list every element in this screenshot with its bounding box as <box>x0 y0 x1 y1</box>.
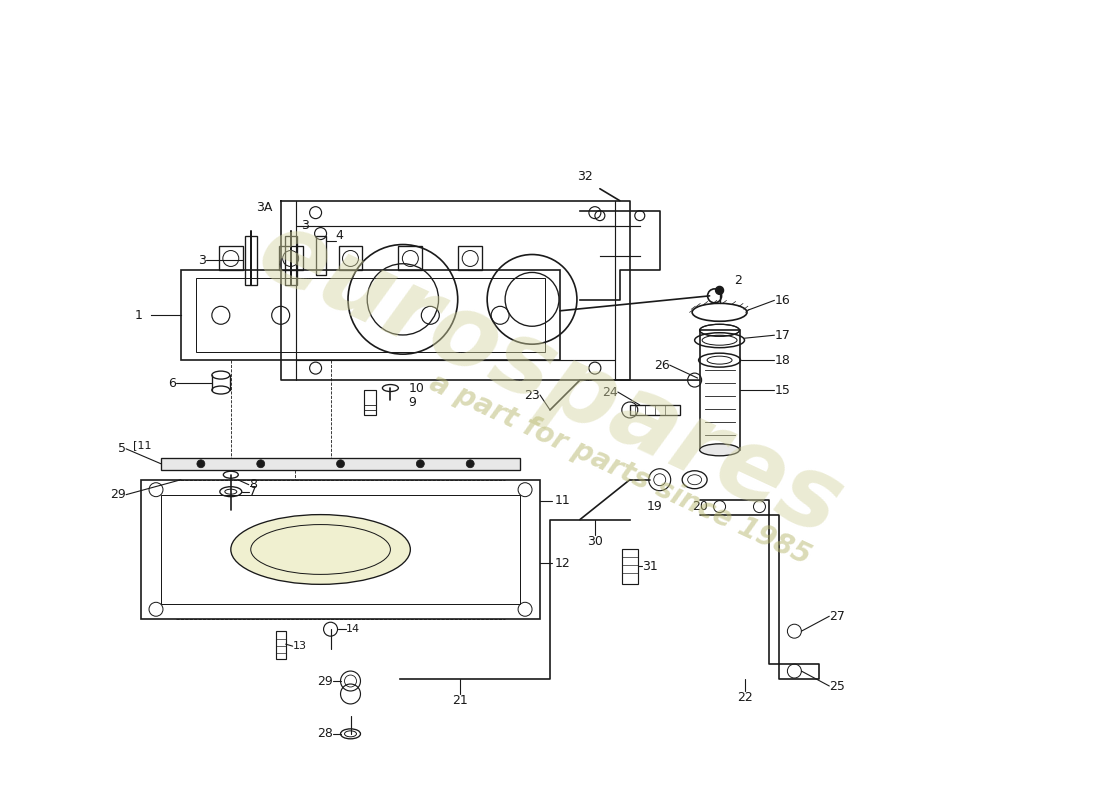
Text: 32: 32 <box>578 170 593 182</box>
Text: eurospares: eurospares <box>243 202 857 558</box>
Text: 15: 15 <box>774 383 790 397</box>
Bar <box>398 246 422 270</box>
Text: 27: 27 <box>829 610 845 622</box>
Text: 11: 11 <box>556 494 571 507</box>
Bar <box>161 494 520 604</box>
Text: 22: 22 <box>737 691 752 704</box>
Bar <box>245 235 256 286</box>
Circle shape <box>197 460 205 468</box>
Ellipse shape <box>231 514 410 584</box>
Circle shape <box>416 460 425 468</box>
Bar <box>364 390 376 415</box>
Text: 28: 28 <box>317 727 332 740</box>
Text: 3: 3 <box>300 219 308 232</box>
Bar <box>339 246 363 270</box>
Text: 3: 3 <box>198 254 206 267</box>
Text: 23: 23 <box>525 389 540 402</box>
Bar <box>180 270 560 360</box>
Text: 2: 2 <box>735 274 743 287</box>
Text: 5: 5 <box>118 442 127 455</box>
Text: 8: 8 <box>249 478 256 491</box>
Text: 6: 6 <box>168 377 176 390</box>
Text: 26: 26 <box>653 358 670 372</box>
Text: 25: 25 <box>829 679 845 693</box>
Text: 3A: 3A <box>255 201 272 214</box>
Text: 24: 24 <box>602 386 618 398</box>
Bar <box>278 246 303 270</box>
Bar <box>141 480 540 619</box>
Circle shape <box>466 460 474 468</box>
Bar <box>630 405 680 415</box>
Circle shape <box>256 460 265 468</box>
Text: 10: 10 <box>408 382 425 394</box>
Bar <box>700 330 739 450</box>
Text: 9: 9 <box>408 397 416 410</box>
Ellipse shape <box>700 444 739 456</box>
Bar <box>276 631 286 659</box>
Bar <box>196 278 544 352</box>
Text: 29: 29 <box>110 488 126 501</box>
Text: 21: 21 <box>452 694 469 707</box>
Text: 17: 17 <box>774 329 790 342</box>
Bar <box>459 246 482 270</box>
Text: 30: 30 <box>587 534 603 547</box>
Text: 7: 7 <box>249 485 256 498</box>
Text: 13: 13 <box>293 641 307 651</box>
Bar <box>161 458 520 470</box>
Text: 18: 18 <box>774 354 790 366</box>
Circle shape <box>337 460 344 468</box>
Text: 31: 31 <box>641 560 658 573</box>
Bar <box>316 235 326 275</box>
Text: 1: 1 <box>135 309 143 322</box>
Text: 29: 29 <box>317 674 332 687</box>
Bar <box>219 246 243 270</box>
Text: 14: 14 <box>345 624 360 634</box>
Circle shape <box>716 286 724 294</box>
Text: 19: 19 <box>647 500 662 513</box>
Text: 12: 12 <box>556 557 571 570</box>
Text: 20: 20 <box>692 500 707 513</box>
Text: [11: [11 <box>132 440 151 450</box>
Bar <box>621 550 638 584</box>
Text: 16: 16 <box>774 294 790 307</box>
Text: a part for parts since 1985: a part for parts since 1985 <box>425 369 815 570</box>
Text: 4: 4 <box>336 229 343 242</box>
Bar <box>285 235 297 286</box>
